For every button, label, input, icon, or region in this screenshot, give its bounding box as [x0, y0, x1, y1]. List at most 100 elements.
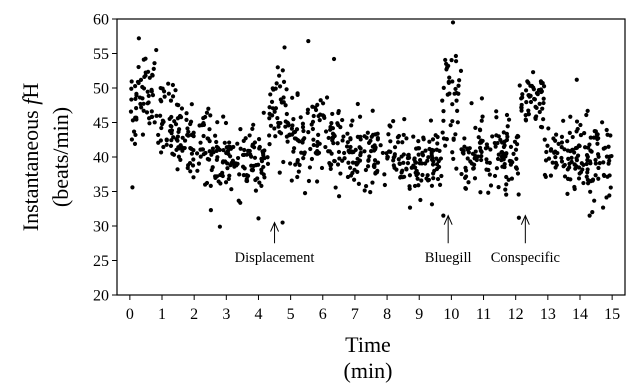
data-point	[372, 164, 377, 170]
data-point	[577, 143, 582, 149]
data-point	[513, 147, 519, 152]
data-point	[221, 114, 226, 119]
data-point	[315, 102, 320, 107]
data-point	[479, 154, 484, 159]
data-point	[141, 108, 146, 113]
data-point	[132, 141, 138, 146]
data-point	[152, 120, 157, 125]
data-point	[336, 194, 342, 199]
data-point	[605, 174, 610, 179]
data-point	[221, 148, 226, 153]
data-point	[208, 113, 213, 118]
data-point	[158, 113, 163, 118]
data-point	[473, 149, 478, 154]
x-tick-label: 3	[222, 306, 230, 323]
data-point	[600, 120, 605, 125]
data-point	[252, 145, 257, 150]
data-point	[265, 161, 271, 166]
data-point	[441, 118, 446, 123]
data-point	[251, 122, 256, 127]
data-point	[152, 61, 157, 66]
data-point	[358, 146, 363, 151]
data-point	[168, 143, 174, 148]
data-point	[207, 127, 212, 132]
data-point	[242, 147, 247, 153]
data-point	[311, 137, 316, 142]
data-point	[336, 149, 342, 155]
data-point	[134, 106, 139, 111]
data-point	[224, 145, 229, 150]
data-point	[323, 144, 328, 150]
data-point	[295, 174, 300, 180]
data-point	[256, 137, 262, 142]
data-point	[227, 140, 232, 145]
data-point	[348, 136, 353, 141]
data-point	[349, 123, 354, 128]
y-axis-title-italic: f	[18, 96, 43, 105]
data-point	[270, 86, 275, 91]
data-point	[345, 140, 350, 145]
data-point	[425, 173, 430, 178]
data-point	[284, 87, 289, 92]
data-point	[450, 79, 455, 84]
data-point	[169, 124, 174, 129]
data-point	[129, 137, 134, 142]
data-point	[450, 119, 455, 124]
data-point	[478, 190, 483, 195]
data-point	[402, 174, 407, 179]
data-point	[543, 174, 548, 179]
data-point	[259, 156, 264, 161]
data-point	[158, 85, 163, 91]
data-point	[281, 159, 286, 165]
data-point	[407, 173, 413, 178]
data-point	[274, 81, 279, 86]
data-point	[241, 173, 246, 178]
data-point	[365, 130, 370, 135]
data-point	[400, 140, 405, 145]
data-point	[597, 161, 602, 166]
data-point	[164, 142, 169, 147]
data-point	[214, 144, 219, 149]
data-point	[523, 88, 529, 93]
data-point	[574, 129, 579, 134]
data-point	[514, 166, 519, 171]
data-point	[158, 138, 163, 143]
data-point	[484, 157, 489, 162]
data-point	[177, 146, 182, 151]
annotation-label: Displacement	[235, 250, 315, 266]
data-point	[459, 171, 464, 177]
data-point	[261, 164, 266, 170]
data-point	[412, 157, 417, 162]
data-point	[341, 134, 346, 139]
x-tick-label: 0	[126, 306, 134, 323]
data-point	[337, 156, 342, 161]
x-tick-label: 12	[508, 306, 524, 323]
data-point	[267, 142, 272, 147]
data-point	[160, 118, 165, 123]
data-point	[131, 129, 137, 134]
data-point	[357, 114, 363, 119]
data-point	[554, 162, 559, 168]
data-point	[606, 161, 611, 166]
x-axis-ticks: 0 1 2 3 4 5 6 7 8 9 10 11 12 13 14 15	[126, 295, 620, 323]
data-point	[167, 128, 173, 134]
data-point	[345, 131, 350, 136]
data-point	[143, 70, 148, 75]
data-point	[427, 146, 432, 152]
data-point	[276, 124, 281, 129]
data-point	[270, 106, 276, 111]
data-point	[162, 94, 167, 99]
data-point	[283, 124, 288, 129]
data-point	[194, 151, 200, 156]
data-point	[342, 150, 347, 156]
data-point	[465, 156, 470, 161]
data-point	[559, 134, 565, 139]
data-point	[515, 133, 520, 139]
data-point	[480, 114, 485, 119]
data-point	[369, 134, 374, 139]
data-point	[553, 138, 558, 143]
data-point	[167, 116, 172, 122]
data-point	[476, 135, 481, 140]
data-point	[309, 156, 315, 162]
data-point	[394, 167, 399, 172]
